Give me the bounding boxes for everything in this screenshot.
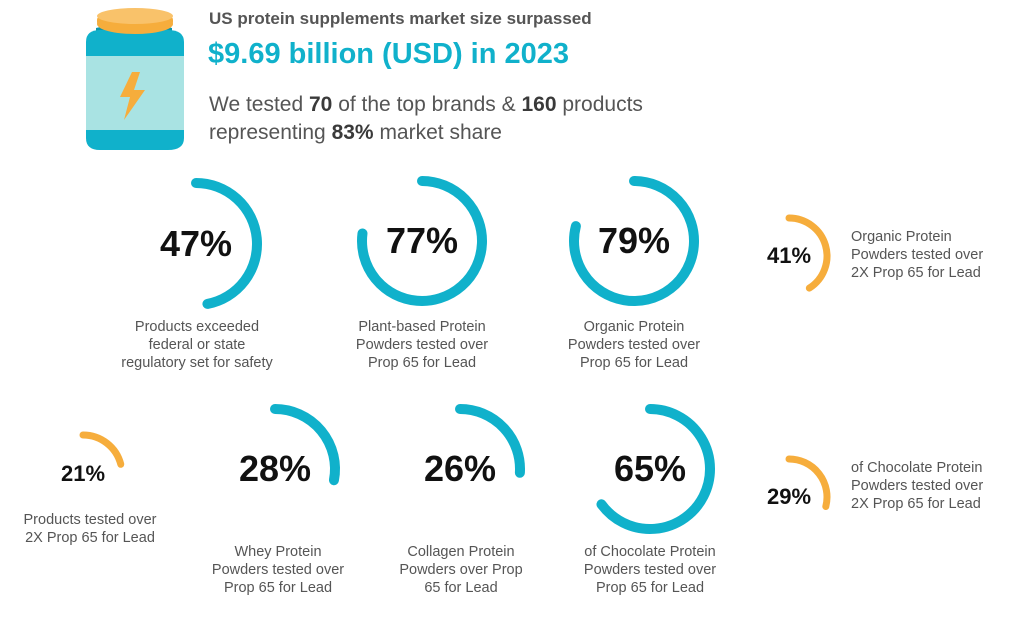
- collagen-arc: [455, 404, 525, 478]
- products-2x-arc: [79, 431, 125, 468]
- products-exceeded-value: 47%: [159, 223, 233, 264]
- chocolate-arc: [596, 404, 715, 534]
- organic-2x-value: 41%: [766, 243, 812, 268]
- plant-based-arc: [357, 176, 487, 306]
- tested-summary-line2: representing 83% market share: [209, 121, 502, 144]
- products-2x-value: 21%: [60, 461, 106, 486]
- collagen-value: 26%: [423, 448, 497, 489]
- organic-2x-caption: Organic Protein Powders tested over 2X P…: [851, 229, 984, 281]
- products-exceeded-caption: Products exceeded federal or state regul…: [121, 319, 273, 371]
- chocolate-2x-value: 29%: [766, 484, 812, 509]
- products-2x-caption: Products tested over 2X Prop 65 for Lead: [23, 512, 157, 546]
- organic-value: 79%: [597, 220, 671, 261]
- products-exceeded-arc: [191, 178, 262, 309]
- plant-based-caption: Plant-based Protein Powders tested over …: [355, 319, 489, 371]
- products-count: 160: [521, 93, 557, 116]
- market-share-value: 83%: [331, 121, 374, 144]
- collagen-caption: Collagen Protein Powders over Prop 65 fo…: [399, 544, 523, 596]
- organic-arc: [569, 176, 699, 306]
- plant-based-value: 77%: [385, 220, 459, 261]
- lightning-bolt-icon: [120, 72, 145, 120]
- chocolate-2x-arc: [785, 455, 831, 510]
- brands-count: 70: [309, 93, 333, 116]
- market-size-value: $9.69 billion (USD) in 2023: [208, 38, 569, 70]
- market-size-intro: US protein supplements market size surpa…: [209, 9, 592, 28]
- tested-summary-line1: We tested 70 of the top brands & 160 pro…: [209, 93, 643, 116]
- whey-arc: [270, 404, 340, 486]
- organic-caption: Organic Protein Powders tested over Prop…: [567, 319, 701, 371]
- chocolate-caption: of Chocolate Protein Powders tested over…: [583, 544, 717, 596]
- organic-2x-arc: [785, 214, 831, 292]
- whey-caption: Whey Protein Powders tested over Prop 65…: [211, 544, 345, 596]
- chocolate-value: 65%: [613, 448, 687, 489]
- chocolate-2x-caption: of Chocolate Protein Powders tested over…: [851, 460, 984, 512]
- tested-summary: We tested 70 of the top brands & 160 pro…: [209, 91, 643, 147]
- protein-jar-icon: [86, 8, 184, 150]
- whey-value: 28%: [238, 448, 312, 489]
